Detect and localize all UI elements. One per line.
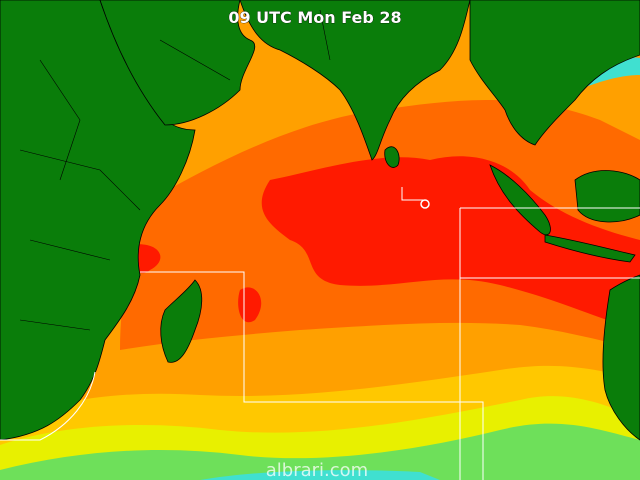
sea-hot <box>261 156 640 330</box>
boundary-line <box>140 271 484 480</box>
sea-cold <box>200 470 440 480</box>
land-india <box>239 0 471 161</box>
map-title: 09 UTC Mon Feb 28 <box>228 8 401 27</box>
storm-marker <box>420 199 430 209</box>
sea-hot <box>129 244 262 323</box>
boundary-line <box>0 371 96 441</box>
watermark: albrari.com <box>266 460 368 480</box>
country-borders <box>19 9 331 331</box>
land-sri-lanka <box>384 146 400 168</box>
land-sumatra <box>489 164 551 236</box>
land-borneo <box>574 170 640 223</box>
land-se-asia <box>469 0 640 146</box>
land-madagascar <box>160 279 203 363</box>
land-arabia <box>99 0 256 126</box>
track <box>401 187 425 201</box>
sea-cooler <box>0 423 640 480</box>
land-java <box>544 234 636 263</box>
boundary-line <box>459 207 640 480</box>
